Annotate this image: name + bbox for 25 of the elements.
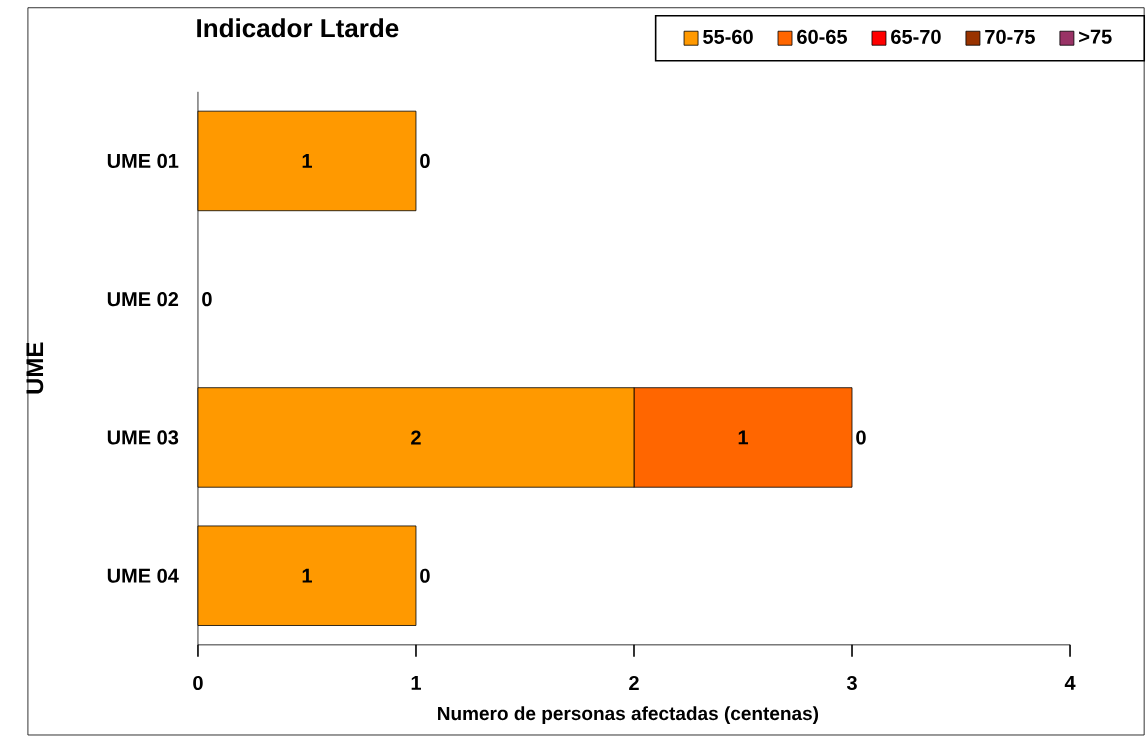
legend-label: 70-75 [985,29,1035,45]
data-label: 1 [738,430,749,445]
y-tick-label: UME 04 [107,568,179,583]
legend-label: >75 [1079,29,1112,44]
y-tick-label: UME 02 [107,292,179,307]
x-axis-title: Numero de personas afectadas (centenas) [438,706,819,725]
data-label: 0 [420,568,430,583]
chart-title: Indicador Ltarde [197,18,399,38]
data-label: 0 [202,292,212,307]
legend-label: 65-70 [891,29,941,45]
x-tick-label: 4 [1064,676,1076,690]
data-label: 0 [856,430,866,445]
data-label: 1 [302,154,312,168]
data-label: 2 [411,430,421,445]
data-label: 0 [420,153,430,169]
legend-label: 60-65 [797,29,848,45]
x-tick-label: 2 [629,676,639,691]
y-axis-title: UME [26,342,44,394]
y-tick-label: UME 01 [107,153,179,169]
data-label: 1 [302,568,312,583]
x-tick-label: 0 [193,676,203,691]
y-tick-label: UME 03 [107,430,179,445]
x-tick-label: 3 [846,676,857,691]
x-tick-label: 1 [411,676,421,690]
legend-label: 55-60 [703,29,753,45]
